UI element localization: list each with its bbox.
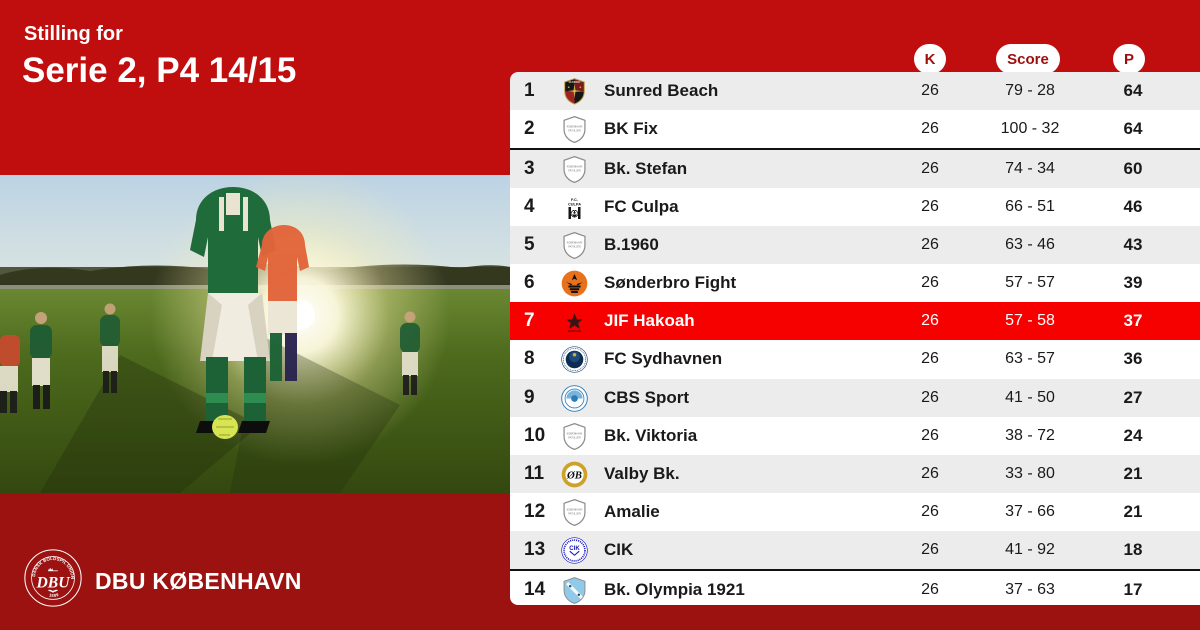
svg-text:KOBENHAVN: KOBENHAVN <box>567 242 583 245</box>
svg-text:PATULJER: PATULJER <box>568 246 581 249</box>
svg-text:PATULJER: PATULJER <box>568 169 581 172</box>
svg-text:CIK: CIK <box>569 546 580 552</box>
svg-text:DBU: DBU <box>35 574 70 591</box>
svg-text:PATULJER: PATULJER <box>568 436 581 439</box>
svg-text:KOBENHAVN: KOBENHAVN <box>567 508 583 511</box>
svg-text:KOBENHAVN: KOBENHAVN <box>567 166 583 169</box>
svg-text:ØB: ØB <box>566 469 582 481</box>
svg-text:CULPA: CULPA <box>568 203 581 207</box>
svg-text:KOBENHAVN: KOBENHAVN <box>567 126 583 129</box>
svg-text:F.C.: F.C. <box>571 198 578 202</box>
svg-text:HAKOAH: HAKOAH <box>568 329 581 333</box>
svg-text:KOBENHAVN: KOBENHAVN <box>567 432 583 435</box>
svg-text:PATULJER: PATULJER <box>568 512 581 515</box>
svg-text:PATULJER: PATULJER <box>568 129 581 132</box>
